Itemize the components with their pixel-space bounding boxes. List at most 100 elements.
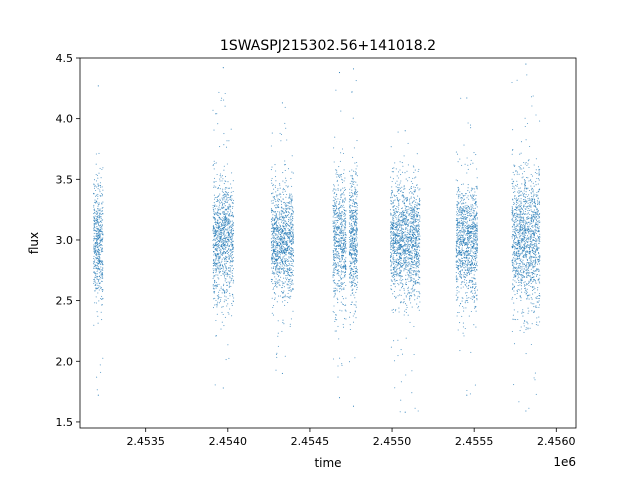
data-point [282,239,284,241]
data-point [412,226,414,228]
data-point [351,289,353,291]
data-point [218,206,220,208]
data-point [217,295,219,298]
data-point [231,259,233,261]
data-point [232,214,234,216]
data-point [334,241,336,243]
data-point [412,217,414,220]
data-point [95,186,98,188]
data-point [285,262,287,264]
data-point [272,192,274,194]
data-point [277,335,279,337]
data-point [219,209,221,211]
data-point [412,165,414,167]
data-point [410,255,412,257]
data-point [337,189,339,191]
data-point [405,296,407,298]
data-point [284,106,286,108]
data-point [395,243,397,245]
data-point [226,223,229,225]
data-point [271,210,273,212]
data-point [292,240,294,242]
data-point [345,267,347,269]
data-point [404,233,406,235]
data-point [218,229,220,231]
data-point [396,242,398,244]
data-point [279,238,281,240]
data-point [219,255,221,257]
data-point [214,281,216,283]
data-point [272,267,275,269]
data-point [410,272,412,275]
data-point [287,207,289,209]
data-point [284,220,286,222]
data-point [353,304,355,306]
data-point [398,219,400,221]
data-point [278,239,280,241]
data-point [417,295,419,297]
data-point [405,178,407,180]
data-point [101,221,103,223]
data-point [224,205,226,207]
data-point [406,197,408,199]
data-point [95,189,97,192]
data-point [408,247,410,249]
data-point [342,204,344,206]
data-point [412,245,414,247]
data-point [220,221,222,223]
data-point [229,276,231,278]
data-point [291,244,293,246]
data-point [284,229,286,231]
data-point [94,226,96,228]
data-point [419,220,421,222]
data-point [335,198,337,201]
data-point [335,213,337,215]
data-point [410,216,412,218]
data-point [290,258,293,260]
data-point [414,189,416,191]
data-point [352,193,354,195]
data-point [222,306,224,308]
data-point [276,224,278,227]
data-point [418,242,420,244]
data-point [270,241,273,243]
data-point [231,243,233,245]
data-point [226,192,228,194]
data-point [215,186,217,188]
data-point [351,269,353,271]
data-point [279,192,281,194]
data-point [99,208,101,210]
data-point [272,240,274,242]
data-point [220,176,222,178]
data-point [351,275,353,277]
data-point [275,214,277,216]
data-point [292,230,294,232]
data-point [336,273,338,275]
data-point [98,232,100,234]
data-point [217,257,219,259]
data-point [343,242,345,244]
data-point [406,211,408,213]
data-point [277,267,279,269]
data-point [394,270,396,272]
data-point [94,276,96,278]
data-point [285,251,287,253]
data-point [336,255,338,257]
data-point [342,267,344,269]
data-point [217,274,219,276]
data-point [402,165,404,167]
data-point [349,260,351,262]
data-point [223,325,225,327]
data-point [230,215,232,217]
data-point [418,225,420,227]
data-point [281,239,283,241]
data-point [226,213,228,215]
data-point [97,265,99,268]
data-points [93,63,541,413]
data-point [406,220,408,222]
data-point [405,250,407,252]
data-point [349,268,351,270]
data-point [275,180,277,182]
data-point [342,201,344,203]
data-point [225,215,227,217]
